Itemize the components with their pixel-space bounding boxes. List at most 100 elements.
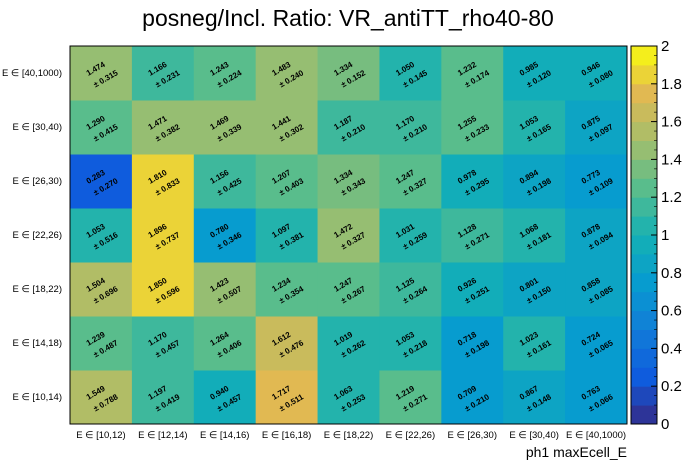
heatmap-cell [317, 46, 380, 101]
heatmap-cell [131, 208, 195, 263]
color-scale-segment [631, 102, 657, 123]
chart-title: posneg/Incl. Ratio: VR_antiTT_rho40-80 [142, 5, 554, 31]
heatmap-cell [193, 208, 257, 263]
heatmap-cell [379, 208, 442, 263]
heatmap-cell [317, 370, 380, 425]
color-scale-segment [631, 235, 657, 255]
y-tick-label: E ∈ [18,22) [13, 284, 62, 295]
color-scale-segment [631, 46, 657, 66]
heatmap-cell [503, 370, 566, 425]
color-scale-segment [631, 159, 657, 179]
heatmap-cell [503, 316, 566, 371]
heatmap-cell [503, 154, 566, 209]
color-scale-label: 1.4 [661, 151, 682, 168]
heatmap-cell [255, 46, 319, 101]
heatmap-cell [193, 154, 257, 209]
x-tick-label: E ∈ [40,1000) [566, 430, 626, 441]
heatmap-cell [70, 262, 133, 317]
x-tick-label: E ∈ [16,18) [262, 430, 311, 441]
heatmap-cell [70, 208, 133, 263]
heatmap-cell [193, 100, 257, 155]
heatmap-cell [255, 370, 319, 425]
heatmap-cell [255, 100, 319, 155]
heatmap-cell [565, 262, 628, 317]
y-tick-label: E ∈ [40,1000) [2, 68, 62, 79]
color-scale-segment [631, 405, 657, 425]
heatmap-cell [379, 262, 442, 317]
color-scale-segment [631, 64, 657, 85]
color-scale-label: 0 [661, 416, 669, 433]
heatmap-cell [193, 262, 257, 317]
heatmap-cell [70, 370, 133, 425]
color-scale-segment [631, 216, 657, 236]
heatmap-cell [565, 46, 628, 101]
heatmap-cell [317, 154, 380, 209]
heatmap-cell [503, 208, 566, 263]
heatmap-cell [131, 154, 195, 209]
plot-border [69, 45, 628, 425]
color-scale-segment [631, 386, 657, 406]
heatmap-cell [379, 46, 442, 101]
heatmap-cell [503, 100, 566, 155]
color-scale-segment [631, 140, 657, 160]
heatmap-cell [70, 316, 133, 371]
heatmap-cell [441, 370, 504, 425]
heatmap-cell [131, 100, 195, 155]
color-scale-segment [631, 121, 657, 141]
heatmap-cell [503, 262, 566, 317]
heatmap-cell [441, 262, 504, 317]
color-scale-segment [631, 291, 657, 312]
x-tick-label: E ∈ [18,22) [324, 430, 373, 441]
heatmap-cell [565, 154, 628, 209]
x-axis-title: ph1 maxEcell_E [526, 444, 627, 460]
heatmap-cell [379, 370, 442, 425]
heatmap-cell [70, 100, 133, 155]
heatmap-cell [565, 370, 628, 425]
color-scale-segment [631, 83, 657, 104]
heatmap-cell [131, 316, 195, 371]
heatmap-cell [131, 370, 195, 425]
color-scale-label: 1.6 [661, 114, 682, 131]
heatmap-cell [441, 154, 504, 209]
color-scale-label: 2 [661, 38, 669, 55]
y-tick-label: E ∈ [30,40) [13, 122, 62, 133]
color-scale-segment [631, 367, 657, 387]
heatmap-cell [441, 208, 504, 263]
heatmap-cell [255, 262, 319, 317]
color-scale-segment [631, 272, 657, 293]
x-tick-label: E ∈ [14,16) [200, 430, 249, 441]
heatmap-cell [193, 316, 257, 371]
heatmap-cell [441, 100, 504, 155]
x-tick-label: E ∈ [30,40) [509, 430, 558, 441]
color-scale-label: 1.2 [661, 189, 682, 206]
color-scale-segment [631, 310, 657, 330]
color-scale-segment [631, 329, 657, 349]
color-scale-label: 0.8 [661, 265, 682, 282]
y-axis-ticks: E ∈ [10,14) E ∈ [14,18) E ∈ [18,22) E ∈ [22… [2, 68, 62, 403]
color-scale-segment [631, 348, 657, 368]
color-scale-label: 1.8 [661, 76, 682, 93]
color-scale-segment [631, 253, 657, 274]
heatmap-cell [379, 100, 442, 155]
heatmap-cell [565, 208, 628, 263]
heatmap-cell [441, 46, 504, 101]
color-scale: 0 0.2 0.4 0.6 0.8 1 1.2 1.4 1.6 1.8 2 [630, 38, 682, 433]
color-scale-label: 1 [661, 227, 669, 244]
heatmap-cell [565, 316, 628, 371]
heatmap-cell [441, 316, 504, 371]
color-scale-segment [631, 178, 657, 198]
heatmap-cell [317, 316, 380, 371]
heatmap-cell [565, 100, 628, 155]
heatmap-cell [70, 46, 133, 101]
x-tick-label: E ∈ [26,30) [448, 430, 497, 441]
heatmap-cell [70, 154, 133, 209]
heatmap-cell [255, 316, 319, 371]
heatmap-cell [255, 208, 319, 263]
x-tick-label: E ∈ [22,26) [386, 430, 435, 441]
x-tick-label: E ∈ [10,12) [76, 430, 125, 441]
heatmap-cell [503, 46, 566, 101]
x-axis-ticks: E ∈ [10,12) E ∈ [12,14) E ∈ [14,16) E ∈ [16… [76, 430, 626, 441]
heatmap-cell [193, 370, 257, 425]
heatmap-cell [131, 262, 195, 317]
